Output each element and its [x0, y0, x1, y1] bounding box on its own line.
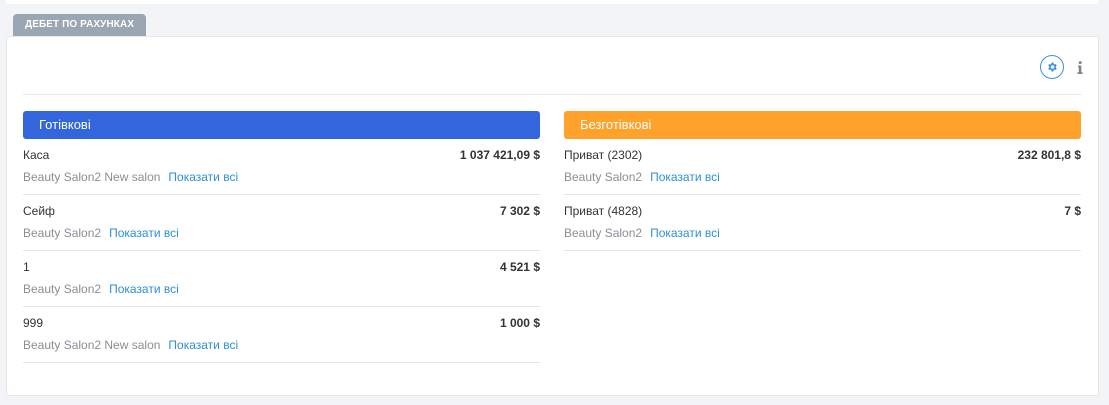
- list-item: 1 4 521 $ Beauty Salon2 Показати всі: [23, 251, 540, 307]
- account-location: Beauty Salon2: [564, 226, 643, 240]
- account-amount: 232 801,8 $: [1017, 148, 1081, 162]
- info-icon: [1077, 60, 1083, 74]
- account-name: Каса: [23, 148, 50, 162]
- cashless-header: Безготівкові: [564, 111, 1081, 139]
- list-item: Каса 1 037 421,09 $ Beauty Salon2 New sa…: [23, 139, 540, 195]
- info-button[interactable]: [1072, 55, 1088, 79]
- show-all-link[interactable]: Показати всі: [168, 170, 239, 184]
- list-item: Сейф 7 302 $ Beauty Salon2 Показати всі: [23, 195, 540, 251]
- list-item: 999 1 000 $ Beauty Salon2 New salon Показ…: [23, 307, 540, 363]
- account-amount: 7 302 $: [499, 204, 540, 218]
- account-name: 1: [23, 260, 30, 274]
- account-amount: 1 000 $: [499, 316, 540, 330]
- cash-column: Готівкові Каса 1 037 421,09 $ Beauty Sal…: [23, 111, 540, 363]
- settings-button[interactable]: [1040, 55, 1064, 79]
- list-item: Приват (2302) 232 801,8 $ Beauty Salon2 П…: [564, 139, 1081, 195]
- account-amount: 1 037 421,09 $: [459, 148, 540, 162]
- show-all-link[interactable]: Показати всі: [650, 170, 720, 184]
- account-name: 999: [23, 316, 44, 330]
- account-amount: 4 521 $: [499, 260, 540, 274]
- show-all-link[interactable]: Показати всі: [168, 338, 239, 352]
- account-location: Beauty Salon2: [23, 226, 102, 240]
- account-location: Beauty Salon2: [564, 170, 643, 184]
- top-strip: [6, 0, 1098, 4]
- card-toolbar: [1040, 54, 1088, 80]
- header-divider: [23, 94, 1082, 95]
- cashless-column: Безготівкові Приват (2302) 232 801,8 $ B…: [564, 111, 1081, 251]
- account-name: Приват (2302): [564, 148, 643, 162]
- show-all-link[interactable]: Показати всі: [109, 282, 179, 296]
- account-name: Приват (4828): [564, 204, 643, 218]
- debit-card: Готівкові Каса 1 037 421,09 $ Beauty Sal…: [6, 36, 1099, 396]
- account-amount: 7 $: [1064, 204, 1081, 218]
- account-location: Beauty Salon2 New salon: [23, 170, 161, 184]
- section-tab[interactable]: ДЕБЕТ ПО РАХУНКАХ: [13, 14, 147, 36]
- show-all-link[interactable]: Показати всі: [650, 226, 720, 240]
- show-all-link[interactable]: Показати всі: [109, 226, 179, 240]
- list-item: Приват (4828) 7 $ Beauty Salon2 Показати …: [564, 195, 1081, 251]
- cash-header: Готівкові: [23, 111, 540, 139]
- account-location: Beauty Salon2: [23, 282, 102, 296]
- account-location: Beauty Salon2 New salon: [23, 338, 161, 352]
- account-name: Сейф: [23, 204, 55, 218]
- gear-icon: [1048, 62, 1057, 72]
